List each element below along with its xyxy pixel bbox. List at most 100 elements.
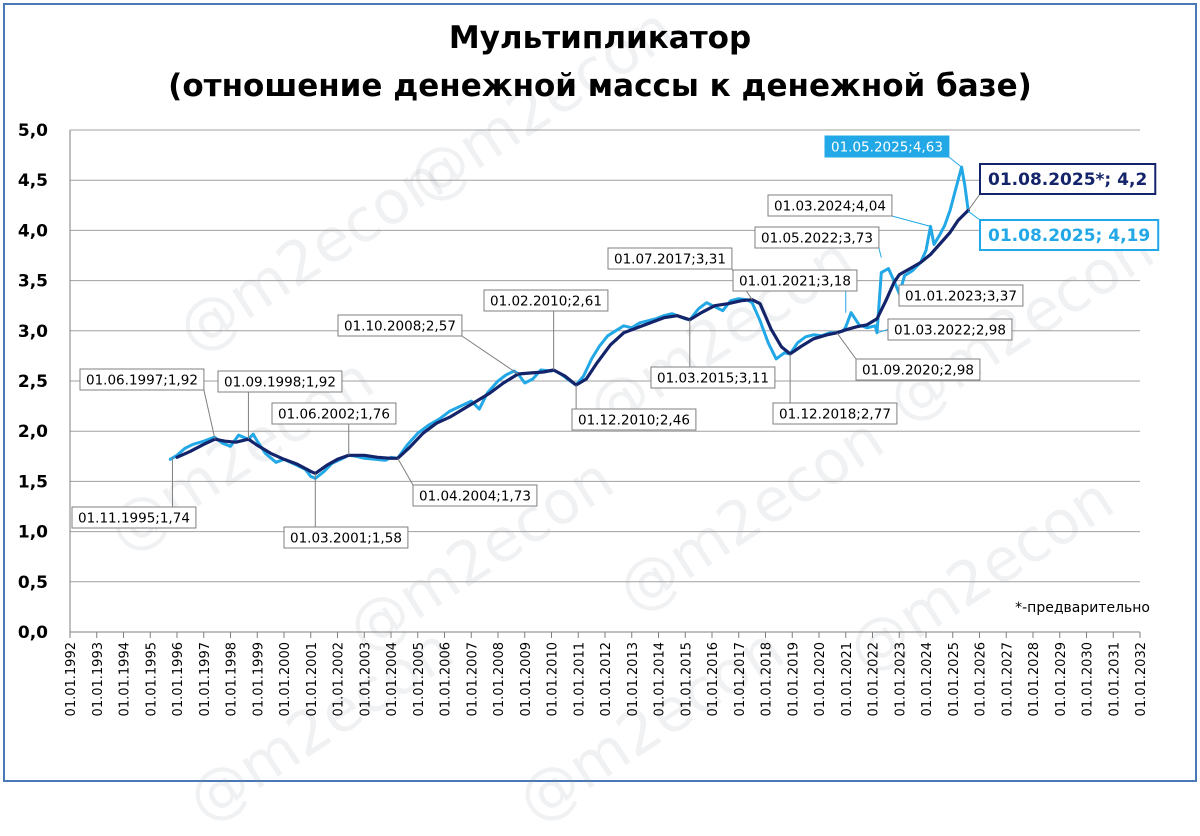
x-tick-label: 01.01.2009: [519, 642, 534, 716]
x-tick-label: 01.01.2017: [733, 642, 748, 716]
x-tick-label: 01.01.2024: [920, 642, 935, 716]
data-label: 01.01.2023;3,37: [898, 284, 1024, 307]
data-label-text: 01.05.2025;4,63: [831, 139, 943, 155]
data-label: 01.02.2010;2,61: [483, 289, 609, 370]
x-tick-label: 01.01.2012: [599, 642, 614, 716]
data-label-box: [571, 408, 697, 431]
data-label-text: 01.08.2025*; 4,2: [988, 170, 1147, 190]
x-tick-label: 01.01.2032: [1134, 642, 1149, 716]
y-tick-label: 5,0: [18, 121, 48, 141]
x-tick-label: 01.01.2002: [332, 642, 347, 716]
x-tick-label: 01.01.1993: [91, 642, 106, 716]
data-label-box: [337, 314, 463, 337]
data-label: 01.08.2025; 4,19: [967, 210, 1160, 251]
x-tick-label: 01.01.1999: [251, 642, 266, 716]
chart-title: Мультипликатор: [448, 20, 752, 56]
x-tick-label: 01.01.1992: [64, 642, 79, 716]
data-label-text: 01.03.2022;2,98: [894, 322, 1006, 338]
data-label-text: 01.08.2025; 4,19: [988, 226, 1150, 246]
x-tick-label: 01.01.1998: [225, 642, 240, 716]
data-label-leader: [876, 329, 889, 334]
data-label-box: [607, 247, 733, 270]
data-label-text: 01.06.1997;1,92: [86, 372, 198, 388]
x-tick-label: 01.01.2018: [760, 642, 775, 716]
x-tick-label: 01.01.2011: [572, 642, 587, 716]
data-label-leader: [461, 335, 519, 375]
data-label-leader: [967, 210, 981, 221]
y-tick-label: 0,0: [18, 623, 48, 643]
data-label: 01.01.2021;3,18: [732, 269, 858, 313]
data-label-box: [732, 269, 858, 292]
data-label-text: 01.12.2018;2,77: [779, 406, 891, 422]
series-line-monthly: [168, 165, 970, 480]
data-label-box: [754, 226, 880, 249]
data-label-box: [412, 484, 538, 507]
data-label-text: 01.03.2001;1,58: [290, 530, 402, 546]
x-tick-label: 01.01.2005: [412, 642, 427, 716]
data-label-box: [217, 370, 343, 393]
data-label: 01.12.2010;2,46: [571, 385, 697, 431]
data-label-text: 01.09.1998;1,92: [224, 374, 336, 390]
y-tick-label: 0,5: [18, 573, 48, 593]
data-label-leader: [878, 247, 882, 258]
data-label: 01.08.2025*; 4,2: [967, 163, 1157, 211]
x-tick-label: 01.01.2007: [465, 642, 480, 716]
x-tick-label: 01.01.2027: [1000, 642, 1015, 716]
data-label-box: [283, 526, 409, 549]
data-label: 01.04.2004;1,73: [397, 458, 538, 507]
data-label-text: 01.03.2015;3,11: [657, 370, 769, 386]
x-tick-label: 01.01.2001: [305, 642, 320, 716]
data-label-box: [979, 163, 1157, 195]
x-tick-label: 01.01.1995: [144, 642, 159, 716]
y-tick-label: 1,5: [18, 472, 48, 492]
data-label-text: 01.01.2021;3,18: [739, 273, 851, 289]
data-label: 01.07.2017;3,31: [607, 247, 753, 300]
data-label-box: [979, 219, 1160, 251]
data-label: 01.05.2022;3,73: [754, 226, 882, 258]
data-label: 01.03.2022;2,98: [876, 318, 1013, 341]
x-tick-label: 01.01.1994: [118, 642, 133, 716]
data-label-text: 01.09.2020;2,98: [862, 362, 974, 378]
data-label-leader: [948, 156, 962, 168]
x-tick-label: 01.01.2023: [893, 642, 908, 716]
data-label: 01.03.2001;1,58: [283, 473, 409, 549]
data-label-text: 01.10.2008;2,57: [344, 318, 456, 334]
chart-subtitle: (отношение денежной массы к денежной баз…: [168, 68, 1032, 104]
x-tick-label: 01.01.2015: [679, 642, 694, 716]
x-tick-label: 01.01.2026: [974, 642, 989, 716]
data-label-text: 01.04.2004;1,73: [419, 488, 531, 504]
y-tick-label: 2,5: [18, 372, 48, 392]
data-label-box: [855, 358, 981, 381]
x-tick-label: 01.01.2003: [358, 642, 373, 716]
data-label-box: [767, 194, 893, 217]
data-label-box: [824, 135, 950, 158]
data-label: 01.05.2025;4,63: [824, 135, 962, 168]
data-label-text: 01.05.2022;3,73: [761, 230, 873, 246]
data-label-leader: [203, 389, 216, 440]
y-tick-label: 4,5: [18, 171, 48, 191]
x-tick-label: 01.01.2000: [278, 642, 293, 716]
data-label-leader: [397, 458, 414, 486]
data-label-text: 01.01.2023;3,37: [905, 288, 1017, 304]
data-label-box: [650, 366, 776, 389]
data-label-leader: [967, 193, 981, 211]
y-tick-label: 2,0: [18, 422, 48, 442]
x-tick-label: 01.01.2025: [947, 642, 962, 716]
x-tick-label: 01.01.2030: [1081, 642, 1096, 716]
data-label-box: [271, 402, 397, 425]
chart-frame: [3, 3, 1197, 782]
x-tick-label: 01.01.2029: [1054, 642, 1069, 716]
data-label-box: [772, 402, 898, 425]
data-label-box: [71, 506, 197, 529]
data-label-text: 01.02.2010;2,61: [490, 293, 602, 309]
x-tick-label: 01.01.2019: [786, 642, 801, 716]
x-tick-label: 01.01.2013: [626, 642, 641, 716]
data-label-box: [898, 284, 1024, 307]
data-label-leader: [836, 332, 857, 360]
x-tick-label: 01.01.2028: [1027, 642, 1042, 716]
data-label-text: 01.11.1995;1,74: [78, 510, 190, 526]
data-label: 01.03.2015;3,11: [650, 319, 776, 389]
data-label: 01.11.1995;1,74: [71, 457, 197, 529]
y-tick-label: 3,5: [18, 272, 48, 292]
x-tick-label: 01.01.2006: [439, 642, 454, 716]
